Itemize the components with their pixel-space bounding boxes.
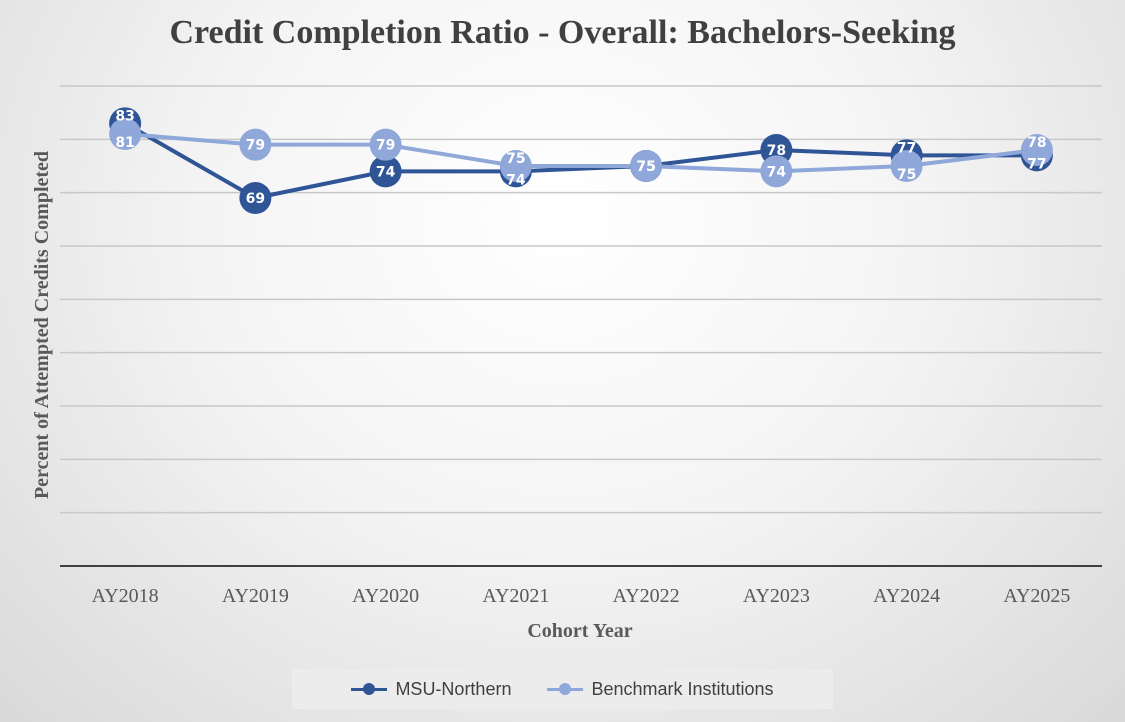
data-point: [630, 150, 663, 182]
series-line-msu-northern: [124, 121, 1037, 200]
data-label: 77: [1027, 156, 1046, 172]
data-label: 79: [246, 138, 265, 154]
data-point: [1020, 134, 1053, 166]
series-line-benchmark-institutions: [124, 132, 1038, 174]
data-label: 81: [115, 135, 134, 151]
y-axis-title: Percent of Attempted Credits Completed: [31, 151, 53, 499]
data-label: 78: [767, 143, 786, 159]
x-tick-label: AY2021: [482, 585, 549, 607]
x-tick-labels: AY2018 AY2019 AY2020 AY2021 AY2022 AY2023 AY20…: [92, 585, 1071, 607]
data-point: [109, 118, 142, 150]
x-tick-label: AY2023: [743, 585, 810, 607]
legend-item: Benchmark Institutions: [547, 678, 774, 700]
data-point: [499, 150, 532, 182]
x-tick-label: AY2022: [613, 585, 680, 607]
x-tick-label: AY2018: [92, 585, 159, 607]
legend-item: MSU-Northern: [351, 679, 511, 700]
data-label: 77: [897, 140, 916, 156]
data-label: 75: [636, 159, 655, 175]
x-axis-title: Cohort Year: [527, 620, 632, 642]
data-point: [890, 150, 923, 182]
chart-title: Credit Completion Ratio - Overall: Bache…: [169, 14, 956, 51]
data-point: [239, 128, 272, 161]
data-point: [760, 155, 793, 188]
legend-swatch: [547, 683, 584, 695]
data-label: 83: [115, 108, 134, 124]
data-label: 74: [376, 164, 396, 180]
data-label: 74: [767, 164, 787, 180]
data-label: 69: [246, 191, 265, 207]
data-label: 75: [506, 151, 525, 167]
legend-label: Benchmark Institutions: [591, 678, 774, 699]
data-label: 79: [376, 138, 395, 154]
data-label: 74: [506, 172, 526, 188]
data-point: [369, 128, 402, 161]
data-label: 78: [1027, 135, 1046, 151]
data-label: 75: [636, 159, 655, 175]
data-point: [369, 155, 402, 188]
legend-swatch: [351, 683, 388, 695]
x-tick-label: AY2020: [352, 585, 419, 607]
x-tick-label: AY2025: [1003, 585, 1070, 607]
gridlines: [60, 85, 1102, 514]
data-point: [239, 182, 272, 214]
data-label: 75: [897, 167, 916, 183]
legend: MSU-Northern Benchmark Institutions: [292, 669, 833, 709]
legend-label: MSU-Northern: [395, 678, 512, 699]
x-tick-label: AY2024: [873, 585, 940, 607]
x-tick-label: AY2019: [222, 585, 289, 607]
